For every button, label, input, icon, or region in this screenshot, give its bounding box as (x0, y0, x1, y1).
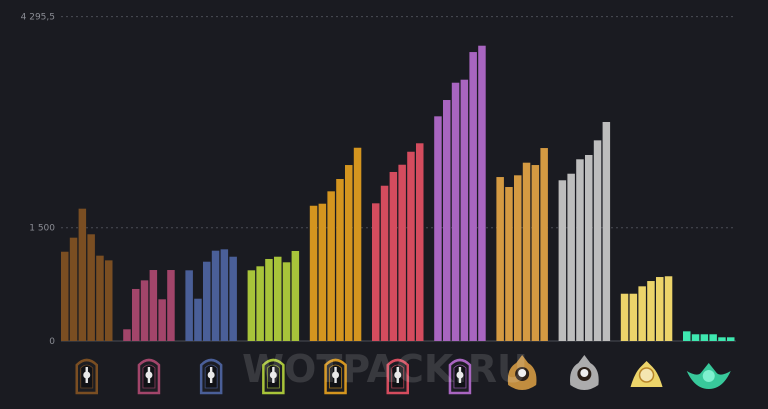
bar-group (61, 208, 113, 341)
bar (96, 255, 104, 341)
eye-book-badge-icon (137, 358, 161, 395)
bar (531, 165, 540, 341)
bar (451, 82, 460, 342)
bar (638, 286, 646, 341)
skull-horns-badge-icon (507, 355, 537, 390)
bar-group (185, 249, 237, 341)
eye-key-badge-icon (199, 358, 223, 395)
bar-group (309, 147, 362, 341)
y-axis-ticks: 0 1 500 4 295,5 (21, 13, 56, 347)
bar (727, 337, 735, 341)
y-tick-label: 4 295,5 (21, 13, 55, 23)
bar (558, 180, 567, 341)
bar (78, 208, 87, 341)
bar (87, 234, 95, 341)
mask-badge-icon (262, 358, 285, 395)
bar (496, 177, 504, 341)
gold-emblem-badge-icon (630, 361, 663, 387)
bar-group (496, 148, 548, 341)
bar (593, 140, 602, 341)
bar (309, 205, 318, 341)
bar-group (123, 270, 175, 341)
bar (389, 171, 398, 341)
bar (194, 298, 202, 341)
bar (576, 159, 584, 341)
bar (460, 79, 469, 342)
bar (585, 154, 593, 341)
bar (664, 276, 673, 341)
bar (683, 331, 691, 341)
bar (505, 187, 513, 341)
bar (540, 148, 548, 341)
bar (247, 270, 256, 341)
bar-group (558, 121, 611, 341)
bar (336, 179, 344, 341)
group-icons (75, 355, 731, 395)
bar (514, 175, 522, 341)
bar (691, 334, 700, 341)
bar (372, 203, 380, 341)
bar (602, 121, 611, 341)
bar (700, 334, 709, 341)
bar (185, 270, 193, 341)
bar (132, 288, 140, 341)
wings-badge-icon (386, 358, 409, 395)
bar (478, 45, 486, 341)
bar (434, 116, 442, 341)
bar-group (434, 45, 486, 342)
bar (256, 266, 264, 341)
bar (123, 329, 131, 341)
bar (327, 191, 335, 341)
bar (158, 299, 166, 341)
bar-group (247, 250, 300, 341)
bar (469, 52, 477, 341)
bar (407, 151, 415, 341)
bar (291, 250, 300, 341)
bars (61, 45, 735, 342)
bar-group (620, 276, 673, 341)
bar (353, 147, 362, 341)
bar-group (372, 143, 424, 341)
bar (229, 256, 237, 341)
bar (61, 251, 69, 341)
bar (105, 260, 113, 341)
bar (398, 164, 406, 341)
bar (140, 280, 149, 341)
figure-badge-icon (324, 358, 347, 395)
y-tick-label: 0 (49, 337, 55, 347)
bar (647, 281, 655, 341)
bar (282, 262, 291, 341)
bar (318, 203, 327, 341)
reaper-badge-icon (570, 355, 599, 390)
castle-badge-icon (448, 358, 472, 395)
bar (416, 143, 424, 341)
bar (522, 162, 531, 341)
bar-group (683, 331, 735, 341)
bar (620, 293, 629, 341)
bar (718, 337, 726, 341)
winged-crest-badge-icon (686, 363, 731, 389)
bar (709, 334, 717, 341)
bar (567, 173, 575, 341)
hand-badge-icon (75, 358, 98, 395)
bar (211, 250, 220, 341)
bar (149, 270, 158, 341)
watermark: WOTPACK.RU (242, 347, 528, 391)
bar (443, 100, 451, 342)
bar (656, 277, 664, 341)
bar (345, 165, 353, 341)
bar (380, 185, 389, 341)
bar (265, 258, 273, 341)
bar (220, 249, 229, 341)
bar (69, 237, 78, 341)
bar (274, 256, 282, 341)
bar (203, 261, 211, 341)
bar (167, 270, 175, 341)
bar (629, 293, 638, 341)
y-tick-label: 1 500 (29, 224, 55, 234)
